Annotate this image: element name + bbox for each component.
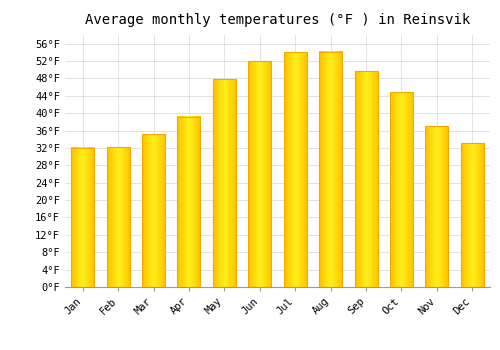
Bar: [390, 92, 413, 287]
Bar: [319, 52, 342, 287]
Bar: [284, 52, 306, 287]
Bar: [354, 71, 378, 287]
Bar: [106, 147, 130, 287]
Bar: [248, 61, 272, 287]
Bar: [142, 134, 165, 287]
Title: Average monthly temperatures (°F ) in Reinsvik: Average monthly temperatures (°F ) in Re…: [85, 13, 470, 27]
Bar: [71, 148, 94, 287]
Bar: [426, 126, 448, 287]
Bar: [178, 117, 201, 287]
Bar: [461, 143, 484, 287]
Bar: [213, 79, 236, 287]
